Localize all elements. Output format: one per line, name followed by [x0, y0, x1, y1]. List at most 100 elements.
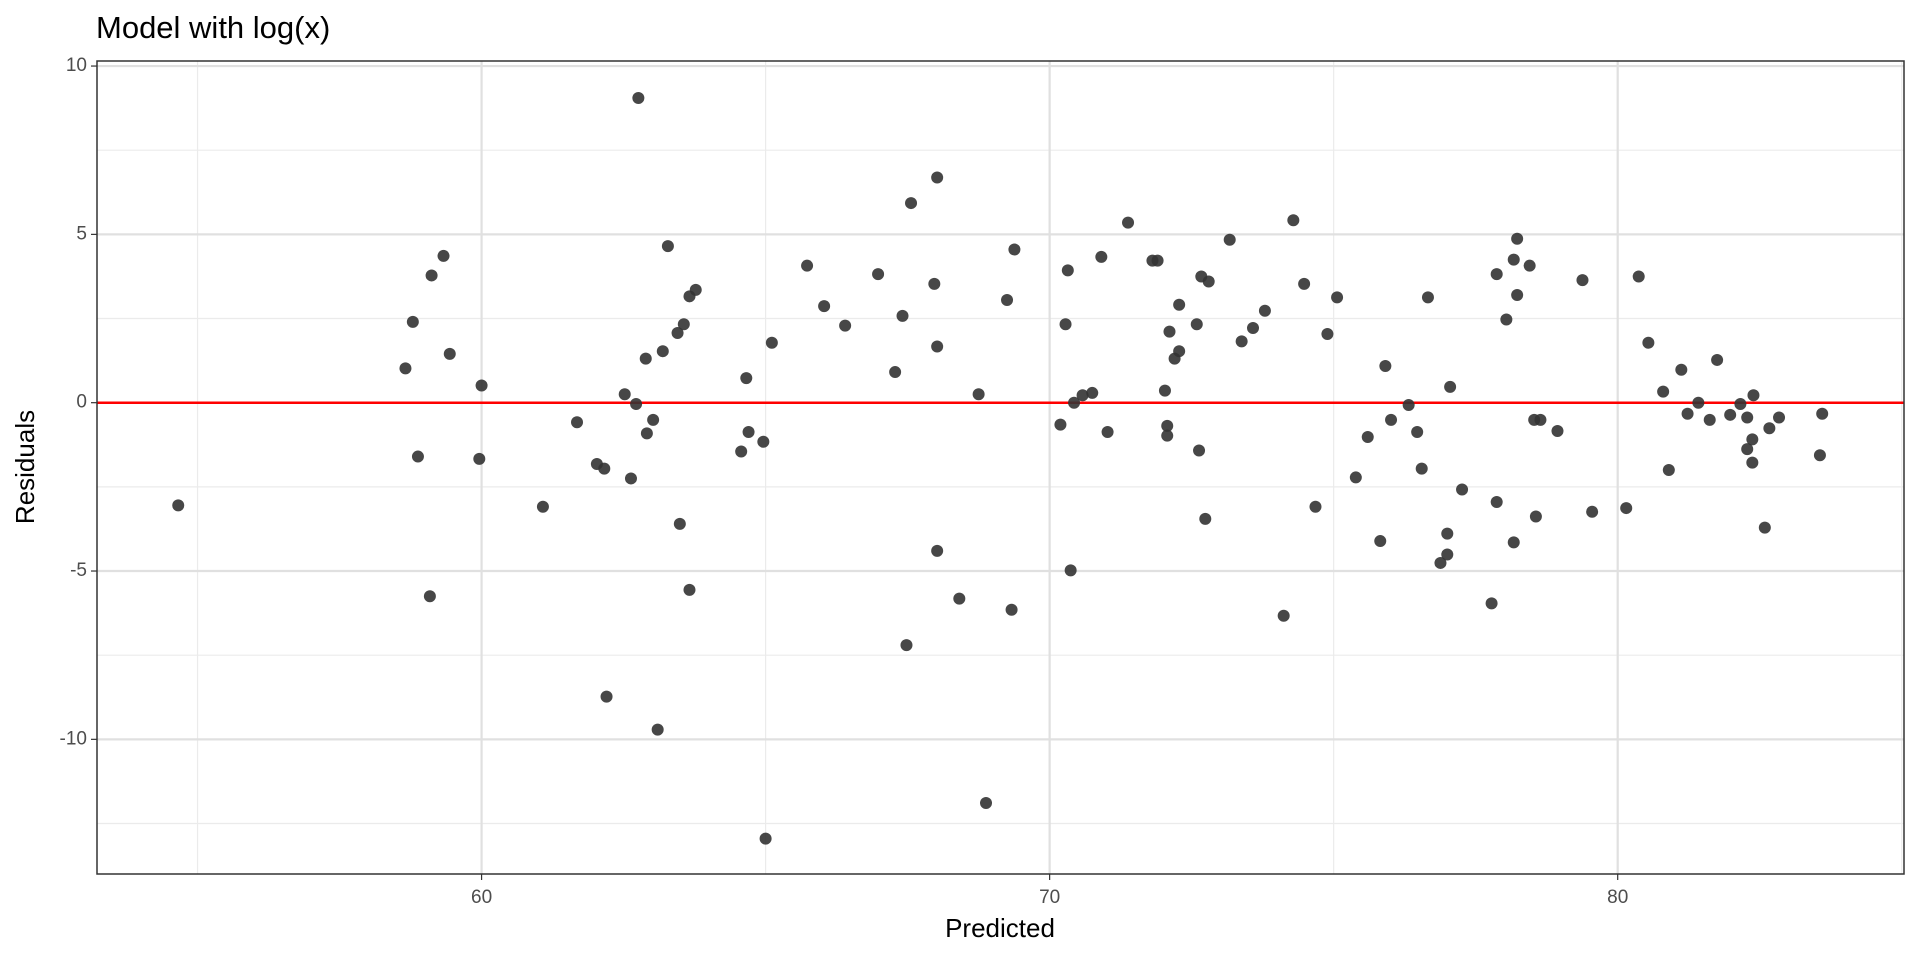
y-tick-label: 0	[76, 392, 87, 413]
point	[896, 309, 909, 322]
point	[1773, 411, 1786, 424]
point	[656, 345, 669, 358]
point	[1223, 233, 1236, 246]
point	[1456, 483, 1469, 496]
x-tick-label: 60	[471, 887, 492, 908]
y-tick-label: -5	[70, 560, 87, 581]
point	[598, 462, 611, 475]
point	[1692, 396, 1705, 409]
point	[1095, 250, 1108, 263]
point	[1361, 431, 1374, 444]
point	[1411, 425, 1424, 438]
point	[1711, 353, 1724, 366]
point	[1511, 232, 1524, 245]
point	[931, 544, 944, 557]
point	[1642, 336, 1655, 349]
point	[905, 197, 918, 210]
point	[1385, 413, 1398, 426]
point	[1523, 259, 1536, 272]
point	[1277, 609, 1290, 622]
point	[818, 300, 831, 313]
point	[1199, 512, 1212, 525]
point	[1061, 264, 1074, 277]
point	[1490, 268, 1503, 281]
point	[1763, 422, 1776, 435]
point	[640, 427, 653, 440]
point	[1163, 325, 1176, 338]
plot-border	[96, 60, 1905, 875]
point	[742, 425, 755, 438]
point	[399, 362, 412, 375]
point	[1662, 464, 1675, 477]
point	[1247, 321, 1260, 334]
point	[632, 92, 645, 105]
point	[1122, 216, 1135, 229]
point	[889, 366, 902, 379]
point	[1490, 496, 1503, 509]
point	[1349, 471, 1362, 484]
point	[639, 352, 652, 365]
point	[1158, 384, 1171, 397]
point	[1202, 275, 1215, 288]
point	[1444, 380, 1457, 393]
point	[1008, 243, 1021, 256]
point	[1298, 277, 1311, 290]
point	[1190, 318, 1203, 331]
point	[972, 388, 985, 401]
point	[1734, 398, 1747, 411]
point	[673, 517, 686, 530]
point	[473, 452, 486, 465]
point	[1421, 291, 1434, 304]
point	[411, 450, 424, 463]
point	[1402, 399, 1415, 412]
point	[1101, 425, 1114, 438]
point	[1005, 603, 1018, 616]
point	[1235, 335, 1248, 348]
point	[671, 327, 684, 340]
point	[689, 283, 702, 296]
point	[1620, 502, 1633, 515]
point	[740, 372, 753, 385]
x-axis-title: Predicted	[945, 913, 1055, 943]
point	[1529, 510, 1542, 523]
point	[423, 590, 436, 603]
point	[765, 336, 778, 349]
point	[1632, 270, 1645, 283]
point	[1309, 500, 1322, 513]
y-tick-label: 10	[66, 55, 87, 76]
x-tick-label: 80	[1607, 887, 1628, 908]
point	[1374, 535, 1387, 548]
point	[536, 500, 549, 513]
point	[1287, 214, 1300, 227]
point	[1379, 360, 1392, 373]
point	[1657, 385, 1670, 398]
chart-title: Model with log(x)	[96, 10, 330, 45]
point	[1816, 407, 1829, 420]
point	[1551, 424, 1564, 437]
point	[618, 388, 631, 401]
point	[1076, 389, 1089, 402]
point	[1681, 407, 1694, 420]
y-tick-label: -10	[60, 728, 87, 749]
point	[661, 240, 674, 253]
point	[443, 347, 456, 360]
point	[839, 319, 852, 332]
point	[953, 592, 966, 605]
point	[1586, 505, 1599, 518]
point	[1173, 345, 1186, 358]
y-tick-label: 5	[76, 223, 87, 244]
point	[600, 690, 613, 703]
point	[1161, 429, 1174, 442]
x-tick-label: 70	[1039, 887, 1060, 908]
point	[735, 445, 748, 458]
point	[1415, 462, 1428, 475]
y-axis-title: Residuals	[10, 410, 40, 524]
point	[1741, 443, 1754, 456]
point	[1331, 291, 1344, 304]
point	[677, 318, 690, 331]
point	[757, 435, 770, 448]
point	[172, 499, 185, 512]
point	[759, 832, 772, 845]
point	[1511, 288, 1524, 301]
point	[1724, 408, 1737, 421]
